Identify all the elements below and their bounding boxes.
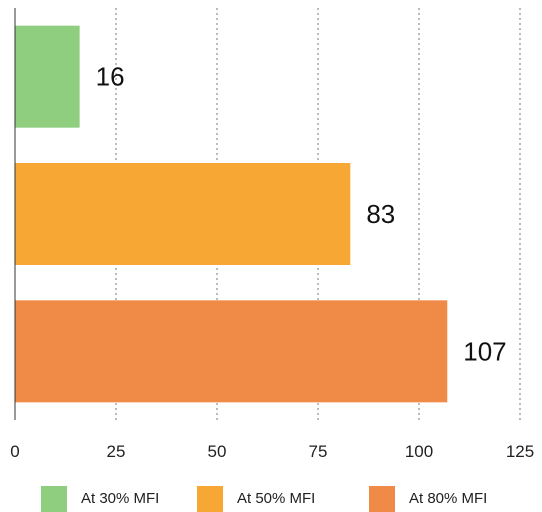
legend-label-30: At 30% MFI bbox=[81, 490, 160, 507]
data-label-2: 83 bbox=[366, 199, 395, 229]
legend: At 30% MFI At 50% MFI At 80% MFI bbox=[0, 486, 542, 512]
bars bbox=[15, 25, 448, 403]
x-tick-label-75: 75 bbox=[309, 442, 328, 461]
legend-label-50: At 50% MFI bbox=[237, 490, 316, 507]
x-axis-tick-labels: 0 25 50 75 100 125 bbox=[10, 442, 534, 461]
x-tick-label-25: 25 bbox=[107, 442, 126, 461]
data-labels: 16 83 107 bbox=[96, 62, 507, 367]
bar-2 bbox=[15, 163, 351, 265]
legend-swatch-50 bbox=[197, 486, 223, 512]
bar-chart: 16 83 107 0 25 50 75 100 125 bbox=[10, 8, 534, 461]
x-tick-label-125: 125 bbox=[506, 442, 534, 461]
legend-swatch-30 bbox=[41, 486, 67, 512]
x-tick-label-0: 0 bbox=[10, 442, 19, 461]
data-label-3: 107 bbox=[463, 336, 506, 366]
legend-swatch-80 bbox=[369, 486, 395, 512]
bar-1 bbox=[15, 25, 80, 128]
bar-3 bbox=[15, 300, 448, 403]
data-label-1: 16 bbox=[96, 62, 125, 92]
legend-label-80: At 80% MFI bbox=[409, 490, 488, 507]
x-tick-label-50: 50 bbox=[208, 442, 227, 461]
x-tick-label-100: 100 bbox=[405, 442, 433, 461]
